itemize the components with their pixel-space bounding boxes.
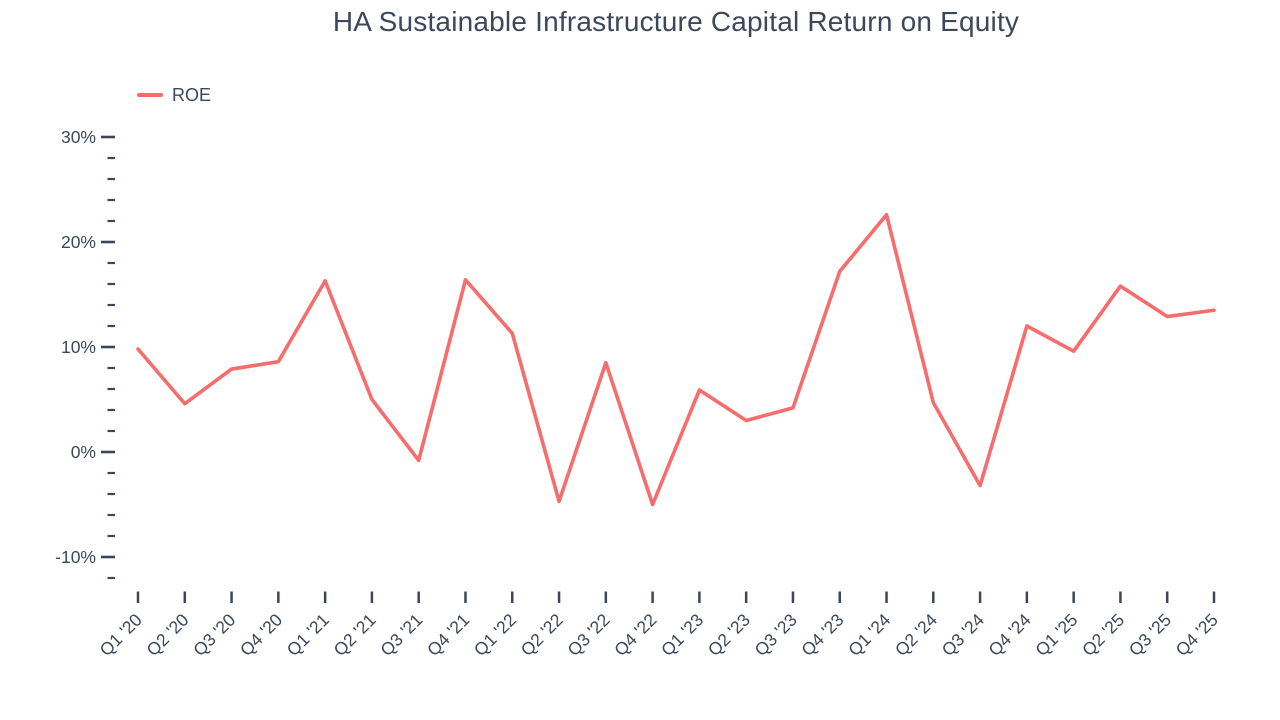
x-axis-tick-label: Q2 '25	[1078, 610, 1128, 660]
x-axis-tick-label: Q3 '20	[189, 609, 239, 659]
y-axis-tick-label: 20%	[61, 232, 96, 252]
legend-line-swatch	[137, 93, 163, 97]
x-axis-tick-label: Q2 '20	[142, 609, 192, 659]
x-axis-tick-label: Q3 '24	[938, 609, 988, 659]
x-axis-tick-label: Q4 '24	[984, 609, 1034, 659]
y-axis-tick-label: 30%	[61, 127, 96, 147]
x-axis-tick-label: Q4 '20	[236, 609, 286, 659]
y-axis-tick-label: 10%	[61, 337, 96, 357]
x-axis-tick-label: Q1 '25	[1031, 610, 1081, 660]
x-axis-tick-label: Q2 '24	[891, 609, 941, 659]
x-axis-tick-label: Q1 '23	[657, 610, 707, 660]
x-axis-tick-label: Q4 '22	[610, 610, 660, 660]
x-axis-tick-label: Q2 '21	[330, 610, 380, 660]
legend[interactable]: ROE	[137, 84, 211, 106]
x-axis-tick-label: Q4 '25	[1172, 610, 1222, 660]
x-axis-tick-label: Q3 '21	[376, 610, 426, 660]
x-axis-tick-label: Q3 '25	[1125, 610, 1175, 660]
x-axis-tick-label: Q1 '20	[96, 609, 146, 659]
legend-label: ROE	[172, 85, 212, 105]
x-axis-tick-label: Q4 '21	[423, 610, 473, 660]
x-axis-tick-label: Q2 '23	[704, 610, 754, 660]
x-axis-tick-label: Q4 '23	[797, 610, 847, 660]
y-axis-tick-label: -10%	[55, 547, 96, 567]
y-axis-tick-label: 0%	[71, 442, 96, 462]
x-axis-tick-label: Q1 '24	[844, 609, 894, 659]
x-axis-tick-label: Q2 '22	[517, 610, 567, 660]
roe-series-line[interactable]	[136, 212, 1216, 507]
chart-title: HA Sustainable Infrastructure Capital Re…	[332, 6, 1020, 37]
x-axis-tick-label: Q1 '22	[470, 610, 520, 660]
x-axis-tick-label: Q3 '23	[751, 610, 801, 660]
x-axis-tick-label: Q3 '22	[563, 610, 613, 660]
x-axis-tick-label: Q1 '21	[283, 610, 333, 660]
